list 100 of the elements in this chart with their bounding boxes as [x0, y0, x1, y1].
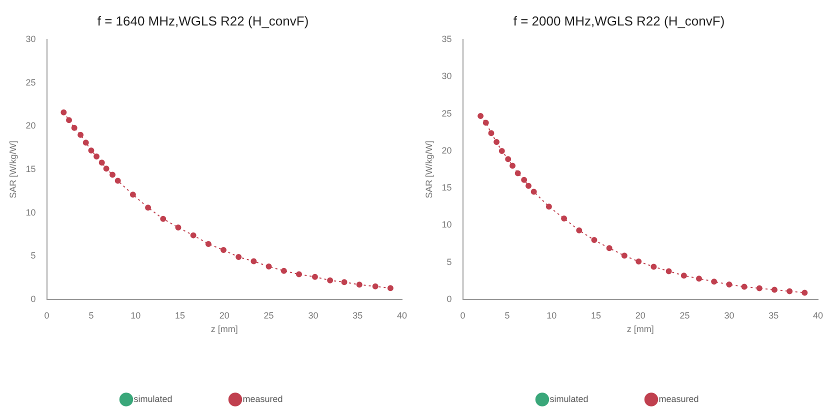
x-tick-label: 0: [44, 310, 50, 320]
point: [561, 215, 568, 222]
x-tick-label: 35: [352, 310, 363, 320]
point: [372, 283, 378, 290]
point: [666, 268, 672, 274]
y-tick-label: 20: [442, 145, 452, 156]
point: [114, 178, 121, 184]
legend-label: measured: [242, 394, 283, 404]
point: [327, 277, 334, 284]
point: [741, 284, 748, 290]
point: [478, 113, 484, 120]
y-tick-label: 10: [26, 207, 36, 218]
x-tick-label: 10: [130, 310, 141, 320]
x-tick-label: 40: [396, 310, 408, 320]
y-tick-label: 20: [26, 120, 36, 131]
point: [78, 132, 84, 138]
point: [236, 254, 242, 260]
point: [190, 232, 196, 238]
point: [296, 271, 302, 278]
x-tick-label: 15: [175, 310, 186, 320]
point: [711, 278, 718, 285]
point: [312, 274, 318, 280]
point: [175, 224, 182, 231]
x-tick-label: 0: [460, 310, 466, 320]
y-tick-label: 30: [442, 71, 452, 82]
y-axis-title: SAR [W/kg/W]: [8, 140, 18, 198]
point: [488, 130, 494, 136]
point: [786, 288, 793, 294]
x-tick-label: 5: [88, 310, 94, 320]
x-tick-label: 30: [308, 310, 318, 320]
point: [356, 282, 362, 288]
point: [266, 263, 272, 270]
point: [94, 154, 100, 160]
point: [530, 188, 537, 195]
point: [696, 276, 702, 282]
point: [756, 285, 762, 292]
point: [771, 286, 778, 293]
point: [220, 247, 227, 254]
x-tick-label: 25: [680, 310, 690, 320]
point: [510, 162, 516, 169]
y-tick-label: 0: [30, 294, 36, 304]
y-tick-label: 10: [442, 220, 452, 230]
x-tick-label: 30: [724, 310, 734, 320]
point: [145, 204, 152, 211]
point: [82, 140, 89, 146]
y-tick-label: 15: [442, 182, 452, 193]
y-tick-label: 0: [446, 294, 452, 304]
point: [576, 227, 582, 234]
point: [802, 290, 808, 296]
legend-label: measured: [658, 394, 699, 404]
y-tick-label: 15: [26, 164, 36, 174]
x-tick-label: 40: [812, 310, 824, 320]
legend-label: simulated: [550, 394, 588, 404]
y-tick-label: 25: [26, 77, 36, 88]
point: [591, 237, 598, 244]
x-tick-label: 25: [264, 310, 274, 320]
point: [526, 182, 532, 189]
y-tick-label: 25: [442, 108, 452, 118]
point: [650, 264, 657, 270]
x-tick-label: 15: [591, 310, 602, 320]
point: [103, 166, 110, 172]
point: [494, 139, 500, 146]
chart-title: f = 2000 MHz,WGLS R22 (H_convF): [513, 13, 725, 28]
point: [606, 245, 612, 252]
point: [521, 176, 528, 183]
x-tick-label: 20: [219, 310, 230, 320]
point: [130, 192, 136, 198]
point: [205, 240, 212, 247]
y-tick-label: 5: [30, 250, 36, 261]
y-tick-label: 5: [446, 256, 452, 267]
point: [88, 147, 94, 154]
point: [110, 172, 116, 178]
legend-label: simulated: [134, 394, 172, 404]
chart-title: f = 1640 MHz,WGLS R22 (H_convF): [97, 13, 309, 28]
x-tick-label: 35: [768, 310, 779, 320]
x-tick-label: 20: [635, 310, 646, 320]
point: [60, 109, 67, 116]
point: [66, 117, 72, 124]
point: [621, 252, 628, 259]
point: [498, 148, 505, 154]
point: [514, 170, 521, 176]
point: [71, 124, 78, 131]
x-axis-title: z [mm]: [210, 324, 238, 334]
y-tick-label: 35: [442, 34, 452, 44]
point: [250, 258, 257, 264]
point: [636, 258, 642, 265]
point: [341, 279, 348, 286]
y-tick-label: 30: [26, 34, 36, 44]
point: [546, 204, 552, 210]
point: [387, 285, 394, 292]
point: [680, 272, 687, 279]
point: [280, 268, 287, 274]
x-tick-label: 5: [504, 310, 510, 320]
point: [482, 120, 489, 126]
point: [505, 156, 512, 162]
x-axis-title: z [mm]: [626, 324, 654, 334]
point: [726, 282, 732, 288]
point: [98, 160, 105, 166]
point: [160, 216, 166, 222]
x-tick-label: 10: [546, 310, 557, 320]
